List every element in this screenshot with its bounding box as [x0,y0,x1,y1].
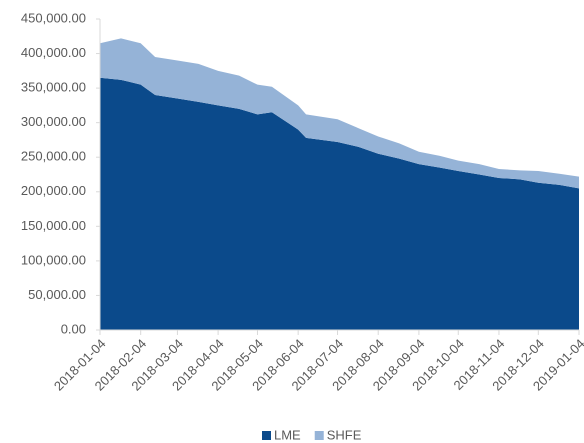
y-tick-label: 150,000.00 [21,218,86,233]
legend-swatch [314,431,324,440]
y-tick-label: 100,000.00 [21,252,86,267]
y-tick-label: 50,000.00 [28,287,86,302]
legend-label: SHFE [327,427,362,442]
legend-label: LME [274,427,301,442]
legend-swatch [262,431,271,440]
y-tick-label: 250,000.00 [21,149,86,164]
y-tick-label: 400,000.00 [21,45,86,60]
y-tick-label: 450,000.00 [21,10,86,25]
y-tick-label: 300,000.00 [21,114,86,129]
y-tick-label: 0.00 [61,321,86,336]
area [100,77,579,330]
y-tick-label: 350,000.00 [21,80,86,95]
y-tick-label: 200,000.00 [21,183,86,198]
area [100,38,579,189]
